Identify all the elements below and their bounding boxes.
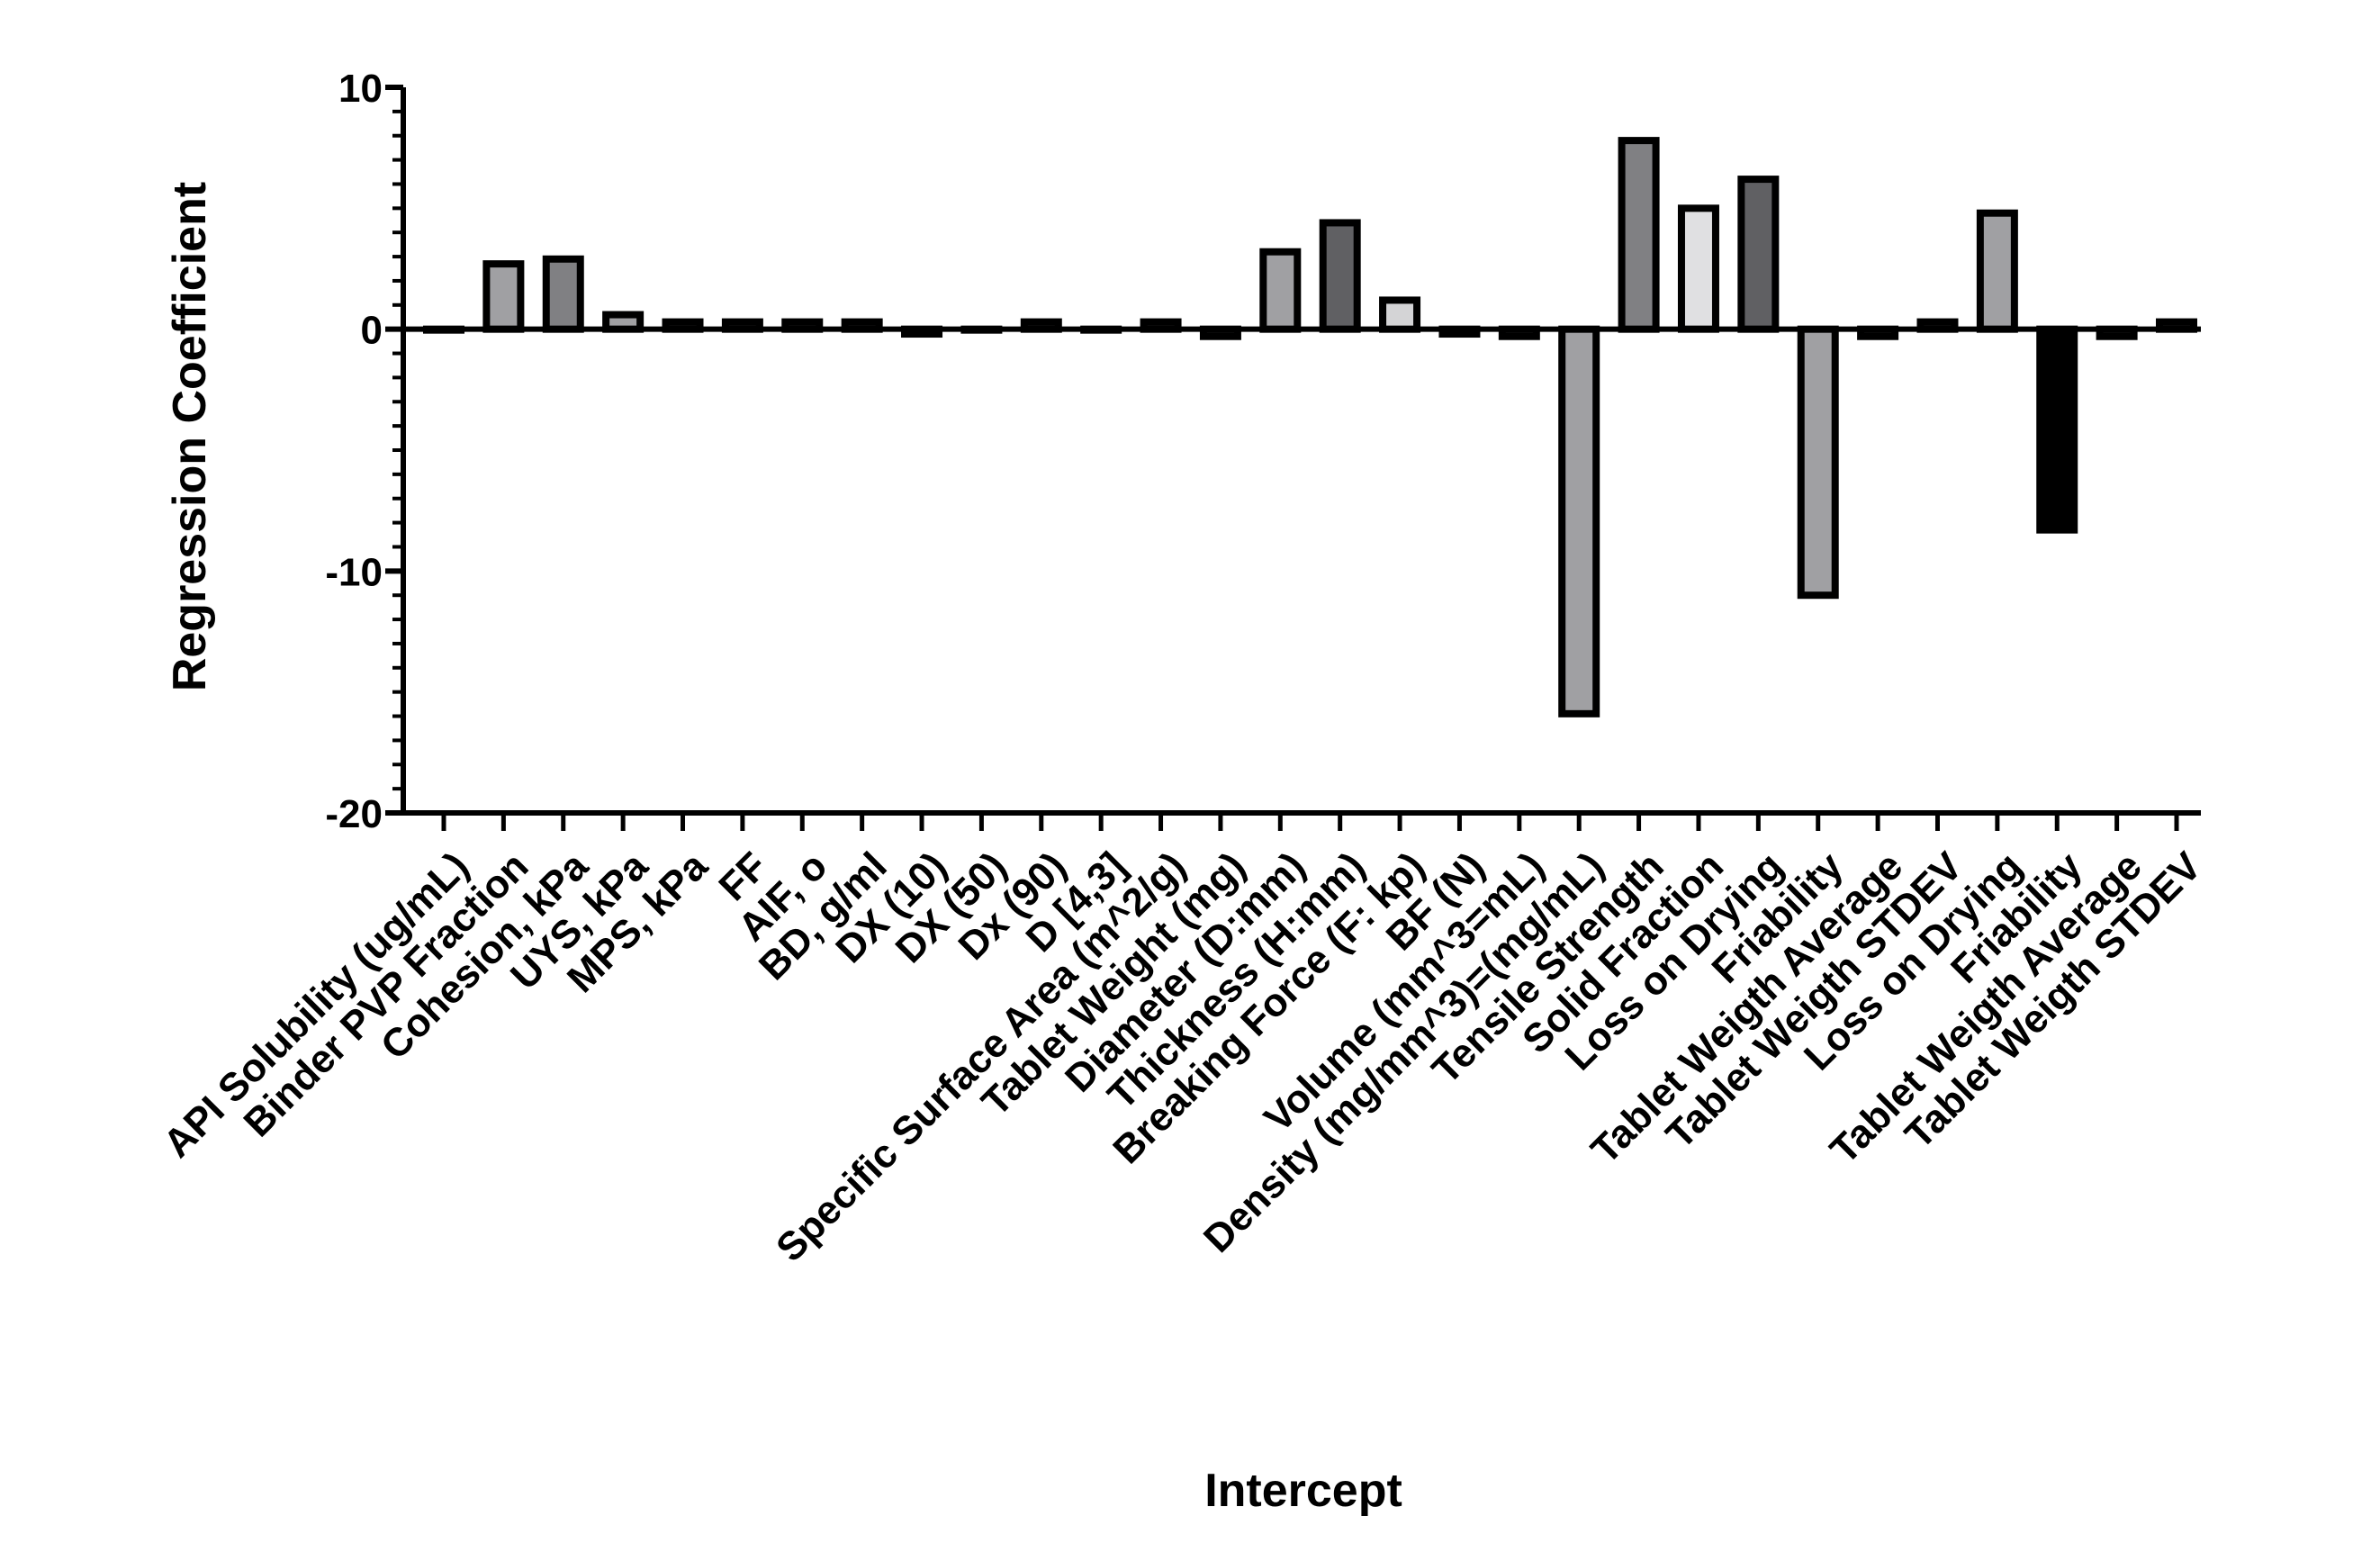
y-tick-labels: 10 0 -10 -20 <box>325 67 383 836</box>
y-axis-title: Regression Coefficient <box>164 182 216 691</box>
bar-15 <box>1259 248 1302 333</box>
bar-2 <box>482 260 525 333</box>
axes-group <box>385 85 2201 831</box>
y-tick-label: 10 <box>338 67 383 111</box>
bars-group <box>423 137 2197 717</box>
y-tick-label: 0 <box>361 309 383 353</box>
x-axis-title: Intercept <box>1204 1465 1402 1517</box>
x-tick-labels: API Solubility (ug/mL)Binder PVP Fractio… <box>155 844 2210 1270</box>
bar-22 <box>1677 204 1719 333</box>
bar-23 <box>1737 176 1780 333</box>
x-category-label: Binder PVP Fraction <box>236 844 537 1145</box>
bar-17 <box>1379 296 1421 333</box>
bar-16 <box>1319 219 1361 333</box>
bar-24 <box>1797 325 1839 600</box>
y-tick-label: -20 <box>325 792 383 836</box>
bar-28 <box>2036 325 2078 534</box>
bar-20 <box>1558 325 1600 717</box>
bar-27 <box>1976 209 2018 333</box>
bar-21 <box>1618 137 1660 333</box>
y-tick-label: -10 <box>325 550 383 594</box>
bar-3 <box>542 255 584 333</box>
